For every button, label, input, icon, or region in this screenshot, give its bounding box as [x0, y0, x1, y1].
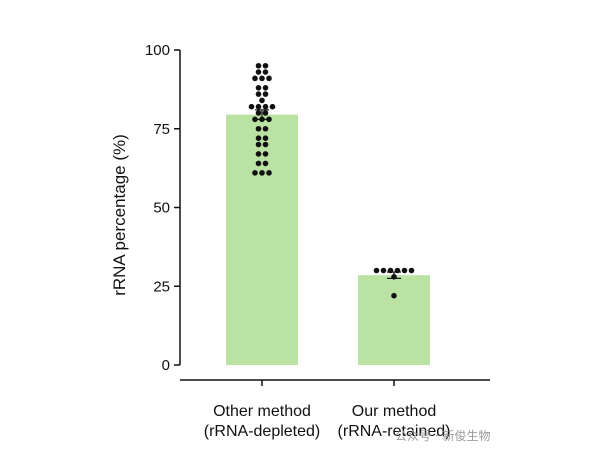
data-point	[255, 103, 262, 110]
bar	[226, 114, 298, 365]
data-point	[262, 135, 269, 141]
data-point	[262, 110, 269, 116]
data-point	[255, 62, 262, 69]
data-point	[262, 62, 269, 69]
data-point	[248, 103, 255, 110]
y-tick-label: 75	[153, 121, 170, 138]
data-point	[259, 170, 265, 176]
data-point	[252, 170, 258, 176]
data-point	[255, 151, 262, 157]
data-point	[262, 125, 269, 132]
data-point	[380, 267, 387, 274]
data-point	[252, 116, 258, 123]
y-axis-title: rRNA percentage (%)	[110, 134, 129, 296]
watermark-text: 公众号 · 新俊生物	[395, 428, 490, 443]
axes-layer: 0 25 50 75 100 Other method (rRNA-depleted) Our…	[145, 42, 490, 440]
data-point	[262, 91, 269, 97]
y-tick-label: 50	[153, 200, 170, 217]
data-point	[391, 274, 397, 280]
data-point	[266, 75, 272, 82]
data-point	[373, 267, 380, 274]
data-point	[255, 135, 262, 141]
data-point	[255, 85, 262, 91]
data-point	[259, 75, 265, 82]
data-point	[255, 110, 262, 116]
data-point	[262, 103, 269, 110]
data-point	[401, 267, 408, 274]
data-point	[262, 85, 269, 91]
data-point	[394, 267, 401, 274]
y-tick-label: 100	[145, 42, 170, 59]
data-point	[391, 292, 397, 299]
y-tick-label: 25	[153, 278, 170, 295]
y-tick-label: 0	[162, 357, 170, 374]
data-point	[252, 75, 258, 82]
data-point	[255, 160, 262, 167]
x-tick-label: Other method	[213, 403, 311, 420]
data-point	[266, 116, 272, 123]
bars-layer	[226, 114, 430, 365]
data-point	[259, 116, 265, 123]
x-tick-label: (rRNA-retained)	[338, 423, 451, 440]
data-point	[255, 69, 262, 75]
data-point	[255, 91, 262, 97]
data-point	[266, 170, 272, 176]
data-point	[259, 97, 265, 104]
x-tick-label: Our method	[352, 403, 436, 420]
x-tick-label: (rRNA-depleted)	[204, 423, 320, 440]
data-point	[387, 267, 394, 274]
data-point	[255, 141, 262, 148]
data-point	[262, 160, 269, 167]
points-layer	[248, 62, 415, 299]
bar	[358, 275, 430, 365]
data-point	[269, 103, 276, 110]
data-point	[262, 141, 269, 148]
data-point	[262, 69, 269, 75]
data-point	[262, 151, 269, 157]
data-point	[255, 125, 262, 132]
data-point	[408, 267, 415, 274]
